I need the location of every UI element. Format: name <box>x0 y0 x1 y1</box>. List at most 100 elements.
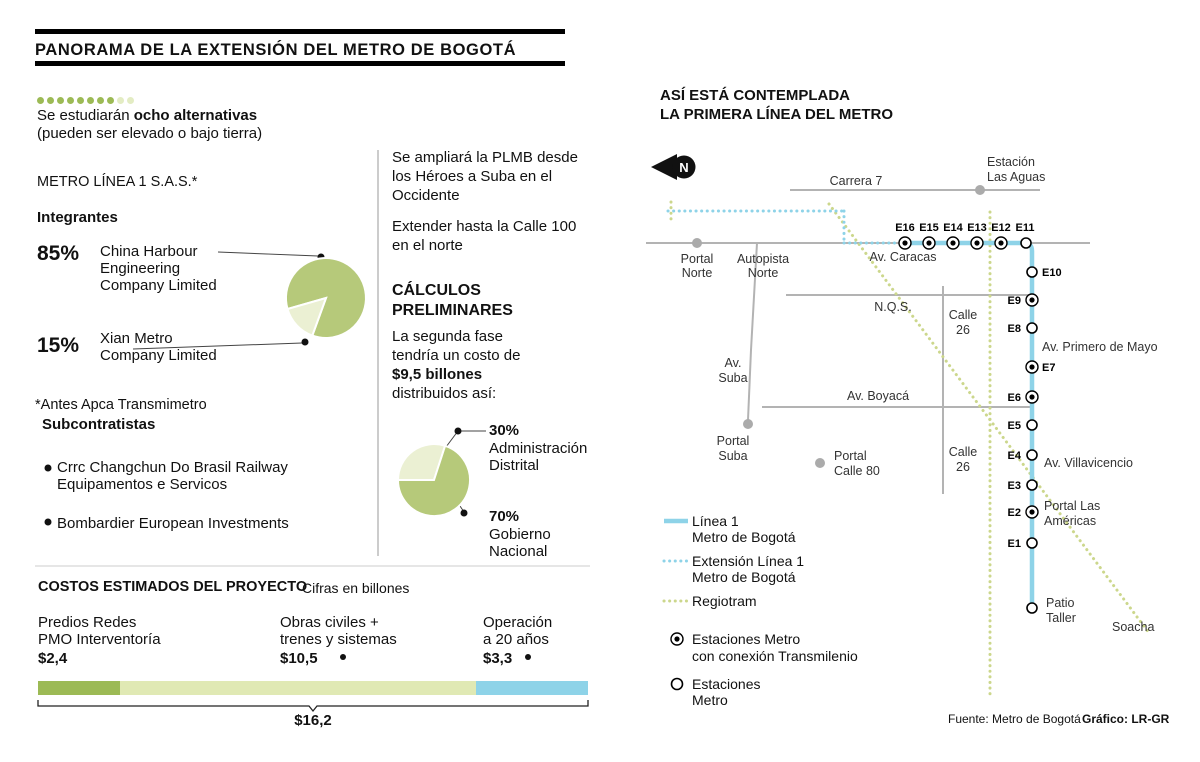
road-label-nqs: N.Q.S. <box>874 300 912 314</box>
bullet-icon <box>44 464 52 472</box>
place-label-portal-norte: Portal <box>681 252 714 266</box>
place-label-las-aguas: Las Aguas <box>987 170 1045 184</box>
footnote: *Antes Apca Transmimetro <box>35 397 207 413</box>
legend-station-icon <box>670 677 684 691</box>
station-label-e16: E16 <box>895 222 915 234</box>
leader-dot <box>301 338 309 346</box>
place-label-portal-norte: Norte <box>682 266 713 280</box>
text-line: Nacional <box>489 543 548 560</box>
text-line: Xian Metro <box>100 330 173 347</box>
member2-name: Xian Metro Company Limited <box>100 330 217 364</box>
place-label-portal-americas: Américas <box>1044 514 1096 528</box>
costos-subtitle: Cifras en billones <box>302 580 410 596</box>
title-rule-top <box>35 29 565 34</box>
source-credit: Fuente: Metro de Bogotá <box>948 712 1081 726</box>
graphic-credit: Gráfico: LR-GR <box>1082 712 1170 726</box>
pie-slice <box>396 443 447 481</box>
cost-seg1-value: $2,4 <box>38 650 68 667</box>
pie-slice <box>396 444 471 517</box>
text-line: Distrital <box>489 457 540 474</box>
station-marker-e9 <box>1025 293 1039 307</box>
text-line: en el norte <box>392 237 463 254</box>
legend-linea1-label: Metro de Bogotá <box>692 529 796 545</box>
cost-total: $16,2 <box>294 712 332 729</box>
calculos-title: CÁLCULOS PRELIMINARES <box>392 281 513 321</box>
road-label-calle26: Calle <box>949 308 978 322</box>
text-line: China Harbour <box>100 243 198 260</box>
text-line: Occidente <box>392 187 460 204</box>
text-line: Company Limited <box>100 277 217 294</box>
road-label-calle26: 26 <box>956 460 970 474</box>
north-label: N <box>679 160 688 175</box>
road-label-calle26: 26 <box>956 323 970 337</box>
road-label-calle26: Calle <box>949 445 978 459</box>
costos-title: COSTOS ESTIMADOS DEL PROYECTO <box>38 579 308 595</box>
slice-pct: 70% <box>489 508 520 525</box>
expansion-paragraph-1: Se ampliará la PLMB desde los Héroes a S… <box>392 148 578 205</box>
calculos-desc: La segunda fase tendría un costo de $9,5… <box>392 327 520 403</box>
text-line: Gobierno <box>489 525 551 543</box>
pie-slice <box>286 296 328 337</box>
legend-extension-label: Metro de Bogotá <box>692 569 796 585</box>
legend-station-label: Metro <box>692 692 728 708</box>
station-label-e6: E6 <box>1008 392 1021 404</box>
expansion-paragraph-2: Extender hasta la Calle 100 en el norte <box>392 217 576 255</box>
subcontractors-label: Subcontratistas <box>42 416 156 433</box>
place-label-portal-calle80: Calle 80 <box>834 464 880 478</box>
alternative-dot <box>37 97 44 104</box>
portal-calle80-dot <box>815 458 825 468</box>
road-label-suba: Av. <box>725 356 742 370</box>
text-line-bold: $9,5 billones <box>392 366 483 383</box>
member1-pct: 85% <box>37 242 80 265</box>
bar-segment-operacion <box>476 681 588 695</box>
alternative-dot <box>117 97 124 104</box>
road-av-suba <box>747 242 758 421</box>
budget-slice1-label: 30% Administración Distrital <box>489 422 587 475</box>
station-marker-e10 <box>1026 266 1038 278</box>
station-label-e2: E2 <box>1008 507 1021 519</box>
budget-slice2-label: 70% Gobierno Nacional <box>489 508 551 561</box>
station-label-e4: E4 <box>1008 450 1022 462</box>
member2-pct: 15% <box>37 334 80 357</box>
text-line: La segunda fase <box>392 328 503 345</box>
subcontractor-item: Crrc Changchun Do Brasil Railway Equipam… <box>57 459 288 493</box>
text-line: Predios Redes <box>38 614 137 631</box>
cost-seg1-label: Predios Redes PMO Interventoría <box>38 614 161 648</box>
page-title: PANORAMA DE LA EXTENSIÓN DEL METRO DE BO… <box>35 41 517 59</box>
station-label-e3: E3 <box>1008 480 1021 492</box>
road-label-boyaca: Av. Boyacá <box>847 389 909 403</box>
road-label-primero-mayo: Av. Primero de Mayo <box>1042 340 1158 354</box>
subcontractor-item: Bombardier European Investments <box>57 515 289 532</box>
portal-norte-dot <box>692 238 702 248</box>
text-line: Se ampliará la PLMB desde <box>392 149 578 166</box>
text-line: Equipamentos e Servicos <box>57 476 228 493</box>
text-line: Obras civiles + <box>280 614 379 631</box>
members-pie-chart <box>284 257 367 339</box>
place-label-las-aguas: Estación <box>987 155 1035 169</box>
station-marker-e5 <box>1026 419 1038 431</box>
legend-station-label: Estaciones <box>692 676 760 692</box>
text-line: Crrc Changchun Do Brasil Railway <box>57 459 288 476</box>
leader-dot <box>454 427 462 435</box>
title-rule-bottom <box>35 61 565 66</box>
cost-seg2-label: Obras civiles + trenes y sistemas <box>280 614 397 648</box>
station-marker-e6 <box>1025 390 1039 404</box>
station-marker-e16 <box>898 236 912 250</box>
place-label-portal-calle80: Portal <box>834 449 867 463</box>
station-label-e9: E9 <box>1008 295 1021 307</box>
station-label-e15: E15 <box>919 222 939 234</box>
station-marker-e15 <box>922 236 936 250</box>
north-arrow-icon: N <box>651 154 696 180</box>
cost-seg3-value: $3,3 <box>483 650 513 667</box>
text-line: Administración <box>489 439 588 457</box>
text-line: LA PRIMERA LÍNEA DEL METRO <box>660 106 894 123</box>
budget-pie-chart <box>396 443 471 517</box>
text-line: a 20 años <box>483 631 549 648</box>
station-marker-e3 <box>1026 479 1038 491</box>
text-line: Engineering <box>100 260 181 277</box>
text-line: los Héroes a Suba en el <box>392 168 553 185</box>
map-title: ASÍ ESTÁ CONTEMPLADA LA PRIMERA LÍNEA DE… <box>660 86 893 124</box>
legend-extension-label: Extensión Línea 1 <box>692 553 804 569</box>
alternative-dot <box>107 97 114 104</box>
